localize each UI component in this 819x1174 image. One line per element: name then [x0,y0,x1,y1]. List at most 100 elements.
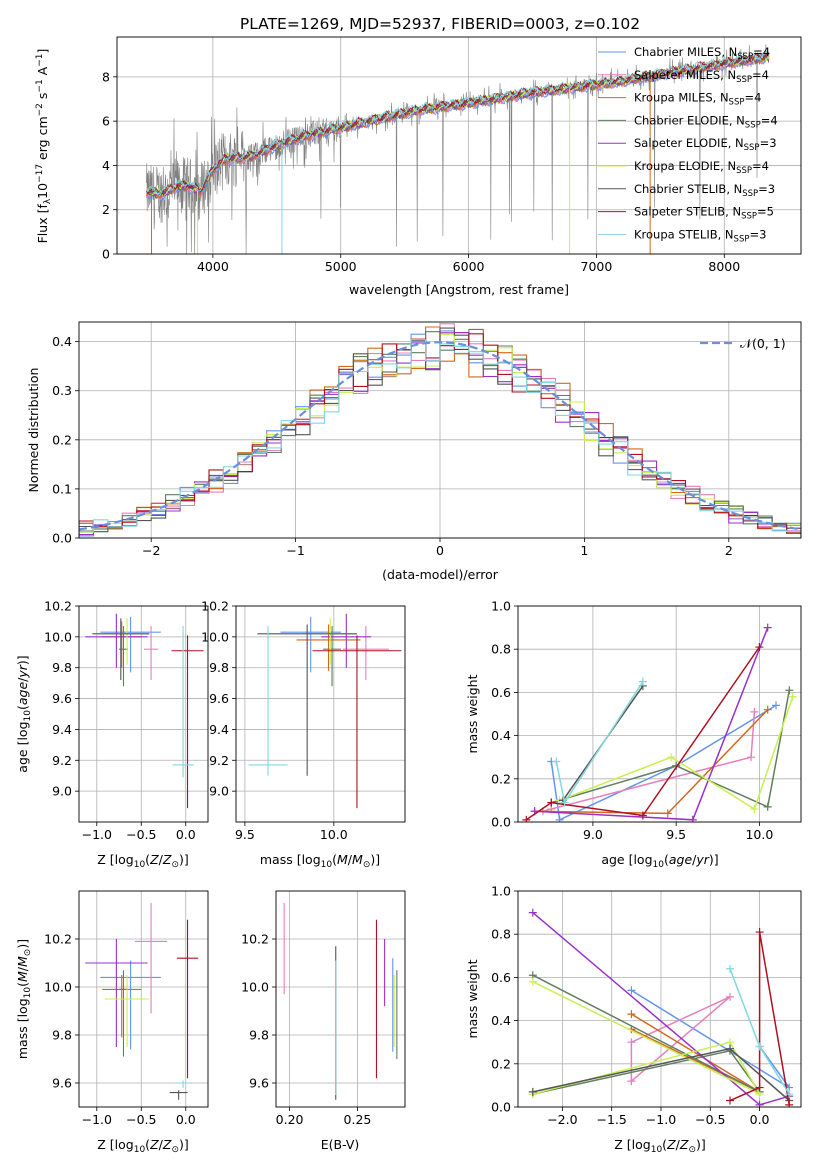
axes-frame [517,605,802,823]
x-tick-label: 0.0 [176,1112,196,1127]
x-axis-label-part: M [337,852,348,867]
x-tick-label: 5000 [325,259,357,274]
x-axis-label-part: Z [679,1137,689,1152]
y-tick-label: 0.2 [491,1056,511,1071]
y-axis-label: age [log10(age/yr)] [15,655,33,772]
weight-marker-chabrier_stelib [726,1044,735,1053]
weight-marker-salpeter_stelib [547,798,556,807]
mass-vs-metallicity-panel: −1.0 −0.5 0.09.69.810.010.2Z [log10(Z/Z⊙)]… [15,890,209,1155]
legend-label-sub: SSP [729,98,745,108]
legend-label-salpeter_stelib: Salpeter STELIB, NSSP=5 [634,205,774,222]
y-axis-label-part: −1 [35,79,45,92]
x-axis-label: Z [log10(Z/Z⊙)] [614,1137,706,1155]
legend-label-sub: SSP [734,234,750,244]
plot-area [522,623,797,822]
x-tick-label: 9.5 [666,827,686,842]
plot-area [85,903,199,1100]
y-tick-label: 1.0 [491,599,511,614]
y-axis-label-part: 10 [23,710,33,722]
weight-vs-age-panel: 9.0 9.5 10.0 0.0 0.2 0.4 0.6 0.8 1.0 age [log10(a… [465,599,802,870]
x-tick-label: −1 [286,543,304,558]
axes-frame [517,890,802,1108]
weight-marker-salpeter_miles [726,992,735,1001]
weight-marker-salpeter_stelib [638,811,647,820]
legend-label-text: Salpeter STELIB, N [634,205,741,219]
axes-frame [235,605,406,823]
weight-marker-kroupa_miles [763,705,772,714]
legend-label-sub: SSP [737,52,753,62]
weight-vs-metallicity-panel: −2.0 −1.5 −1.0 −0.5 0.0 0.0 0.2 0.4 0.6 0.8 1.0 Z [… [465,884,802,1155]
legend-label-sub: SSP [736,166,752,176]
y-axis-label-part: )] [15,655,30,665]
y-tick-label: 9.2 [209,753,229,768]
axes-frame [78,321,802,539]
legend-label-suffix: =4 [753,45,770,59]
legend-label-text: Kroupa STELIB, N [634,227,734,241]
spectrum-panel: 4000 5000 6000 7000 8000 0 2 4 6 8 Chabrier MILES,… [35,36,802,297]
legend-label-kroupa_stelib: Kroupa STELIB, NSSP=3 [634,227,766,244]
x-axis-label-part: ⊙ [171,860,179,870]
age-vs-mass-panel: 9.5 10.0 9.0 9.2 9.4 9.6 9.8 10.0 10.2 mass [log1… [201,599,406,870]
legend-label-sub: SSP [745,120,761,130]
weight-line-kroupa_elodie [559,696,794,811]
weight-marker-chabrier_elodie [785,686,794,695]
weight-marker-kroupa_stelib [638,677,647,686]
y-axis-label-part: 10 [23,987,33,999]
axes-frame [275,890,406,1108]
x-axis-label-part: / [692,852,697,867]
legend-label-chabrier_miles: Chabrier MILES, NSSP=4 [634,45,770,62]
y-tick-label: 9.0 [209,784,229,799]
weight-marker-salpeter_elodie [755,1100,764,1107]
x-axis-label-part: ( [662,1137,667,1152]
y-tick-label: 10.2 [201,599,229,614]
y-axis-label-part: M [15,971,30,982]
x-axis-label-part: yr [695,852,709,867]
y-tick-label: 9.8 [249,1028,269,1043]
weight-marker-salpeter_miles [627,1077,636,1086]
legend-label-text: Chabrier ELODIE, N [634,113,745,127]
x-axis-label-part: Z [log [97,852,133,867]
legend-label-salpeter_miles: Salpeter MILES, NSSP=4 [634,68,769,85]
x-axis-label-part: ( [145,852,150,867]
weight-marker-salpeter_miles [627,1038,636,1047]
y-tick-label: 10.2 [241,932,269,947]
x-axis-label-part: ( [145,1137,150,1152]
x-axis-label-part: / [348,852,353,867]
weight-line-salpeter_stelib [525,646,761,821]
y-axis-label-part: 10 [35,183,50,199]
x-axis-label: Z [log10(Z/Z⊙)] [97,1137,189,1155]
y-tick-label: 9.8 [209,660,229,675]
y-tick-label: 10.0 [201,629,229,644]
legend-label-kroupa_elodie: Kroupa ELODIE, NSSP=4 [634,159,769,176]
x-tick-label: 0.0 [176,827,196,842]
y-axis-label-part: A [35,66,50,79]
x-axis-label: (data-model)/error [382,567,499,582]
legend-label-text: Kroupa ELODIE, N [634,159,736,173]
y-axis-label: Normed distribution [26,368,41,493]
y-tick-label: 0.1 [52,481,72,496]
x-axis-label-part: Z [149,852,159,867]
x-axis-label-part: 10 [653,860,665,870]
y-tick-label: 0.8 [491,642,511,657]
weight-marker-kroupa_stelib [560,798,569,807]
y-axis-label: Flux [fλ10−17 erg cm−2 s−1 A−1] [35,49,53,244]
legend-label-suffix: =3 [760,136,777,150]
weight-marker-salpeter_elodie [688,815,697,822]
x-axis-label-part: 10 [134,860,146,870]
x-axis-label: Z [log10(Z/Z⊙)] [97,852,189,870]
x-axis-label-part: )] [696,1137,706,1152]
legend-label-suffix: =3 [749,227,766,241]
x-tick-label: 7000 [581,259,613,274]
legend-label-chabrier_elodie: Chabrier ELODIE, NSSP=4 [634,113,778,130]
y-tick-label: 6 [102,114,110,129]
y-tick-label: 9.4 [209,722,229,737]
x-axis-label-part: age [log [601,852,652,867]
y-tick-label: 9.6 [209,691,229,706]
y-tick-label: 4 [102,158,110,173]
x-axis-label: E(B-V) [321,1137,360,1152]
plot-area [528,908,794,1107]
weight-marker-kroupa_miles [663,809,672,818]
x-tick-label: −1.0 [82,827,112,842]
x-tick-label: 0.0 [750,1112,770,1127]
weight-marker-salpeter_stelib [755,643,764,652]
